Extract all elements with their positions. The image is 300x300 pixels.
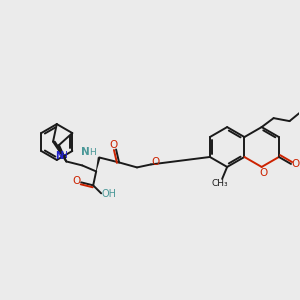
Text: N: N (55, 151, 63, 161)
Text: H: H (61, 151, 67, 160)
Text: OH: OH (102, 189, 117, 199)
Polygon shape (96, 157, 100, 172)
Text: O: O (72, 176, 80, 186)
Text: H: H (89, 148, 96, 157)
Text: O: O (109, 140, 117, 149)
Text: O: O (152, 158, 160, 167)
Text: CH₃: CH₃ (212, 179, 229, 188)
Text: N: N (81, 148, 90, 158)
Text: O: O (292, 159, 300, 169)
Text: O: O (260, 168, 268, 178)
